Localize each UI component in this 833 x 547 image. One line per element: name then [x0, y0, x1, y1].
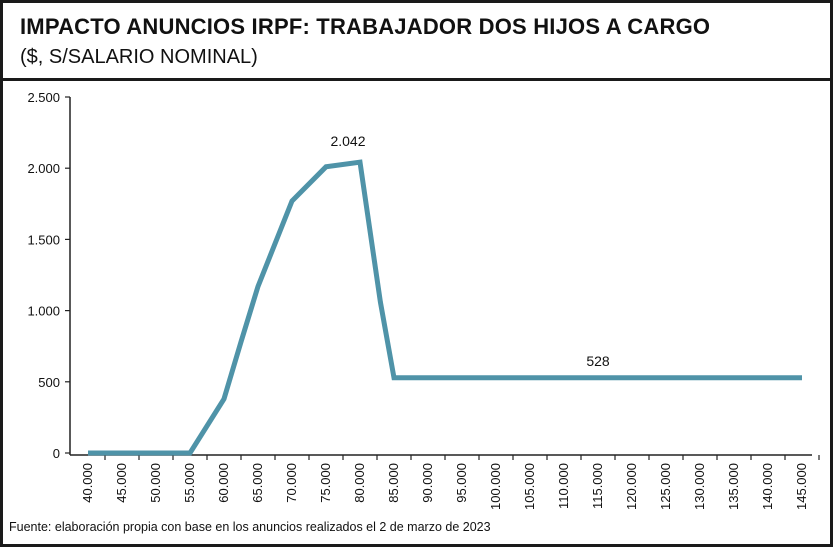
x-tick-label: 125.000	[658, 463, 673, 510]
x-tick-label: 60.000	[216, 463, 231, 503]
x-tick-label: 100.000	[488, 463, 503, 510]
x-tick-label: 75.000	[318, 463, 333, 503]
data-label: 528	[586, 353, 610, 369]
y-tick-label: 0	[53, 446, 60, 461]
data-labels: 2.042 528	[330, 133, 609, 369]
y-axis-ticks: 0 500 1.000 1.500 2.000 2.500	[27, 90, 70, 461]
x-tick-label: 90.000	[420, 463, 435, 503]
x-tick-label: 105.000	[522, 463, 537, 510]
x-tick-label: 55.000	[182, 463, 197, 503]
y-tick-label: 2.500	[27, 90, 60, 105]
x-tick-label: 65.000	[250, 463, 265, 503]
y-tick-label: 500	[38, 375, 60, 390]
y-tick-label: 2.000	[27, 161, 60, 176]
x-tick-label: 110.000	[556, 463, 571, 509]
y-tick-label: 1.500	[27, 232, 60, 247]
x-tick-label: 80.000	[352, 463, 367, 503]
x-tick-label: 45.000	[114, 463, 129, 503]
chart-axes	[69, 97, 812, 456]
y-tick-label: 1.000	[27, 304, 60, 319]
x-axis-ticks: 40.000 45.000 50.000 55.000 60.000 65.000 70.0…	[80, 455, 820, 510]
x-tick-label: 50.000	[148, 463, 163, 503]
chart-subtitle: ($, S/SALARIO NOMINAL)	[20, 46, 258, 68]
source-note: Fuente: elaboración propia con base en l…	[9, 520, 491, 534]
data-label: 2.042	[330, 133, 365, 149]
x-tick-label: 140.000	[760, 463, 775, 510]
x-tick-label: 40.000	[80, 463, 95, 503]
chart-title: IMPACTO ANUNCIOS IRPF: TRABAJADOR DOS HI…	[20, 14, 711, 39]
title-divider	[3, 78, 830, 81]
series-group	[88, 159, 802, 456]
x-tick-label: 115.000	[590, 463, 605, 509]
x-tick-label: 85.000	[386, 463, 401, 503]
x-tick-label: 135.000	[726, 463, 741, 510]
x-tick-label: 95.000	[454, 463, 469, 503]
series-line	[88, 159, 802, 456]
x-tick-label: 130.000	[692, 463, 707, 510]
x-tick-label: 70.000	[284, 463, 299, 503]
x-tick-label: 120.000	[624, 463, 639, 510]
x-tick-label: 145.000	[794, 463, 809, 510]
